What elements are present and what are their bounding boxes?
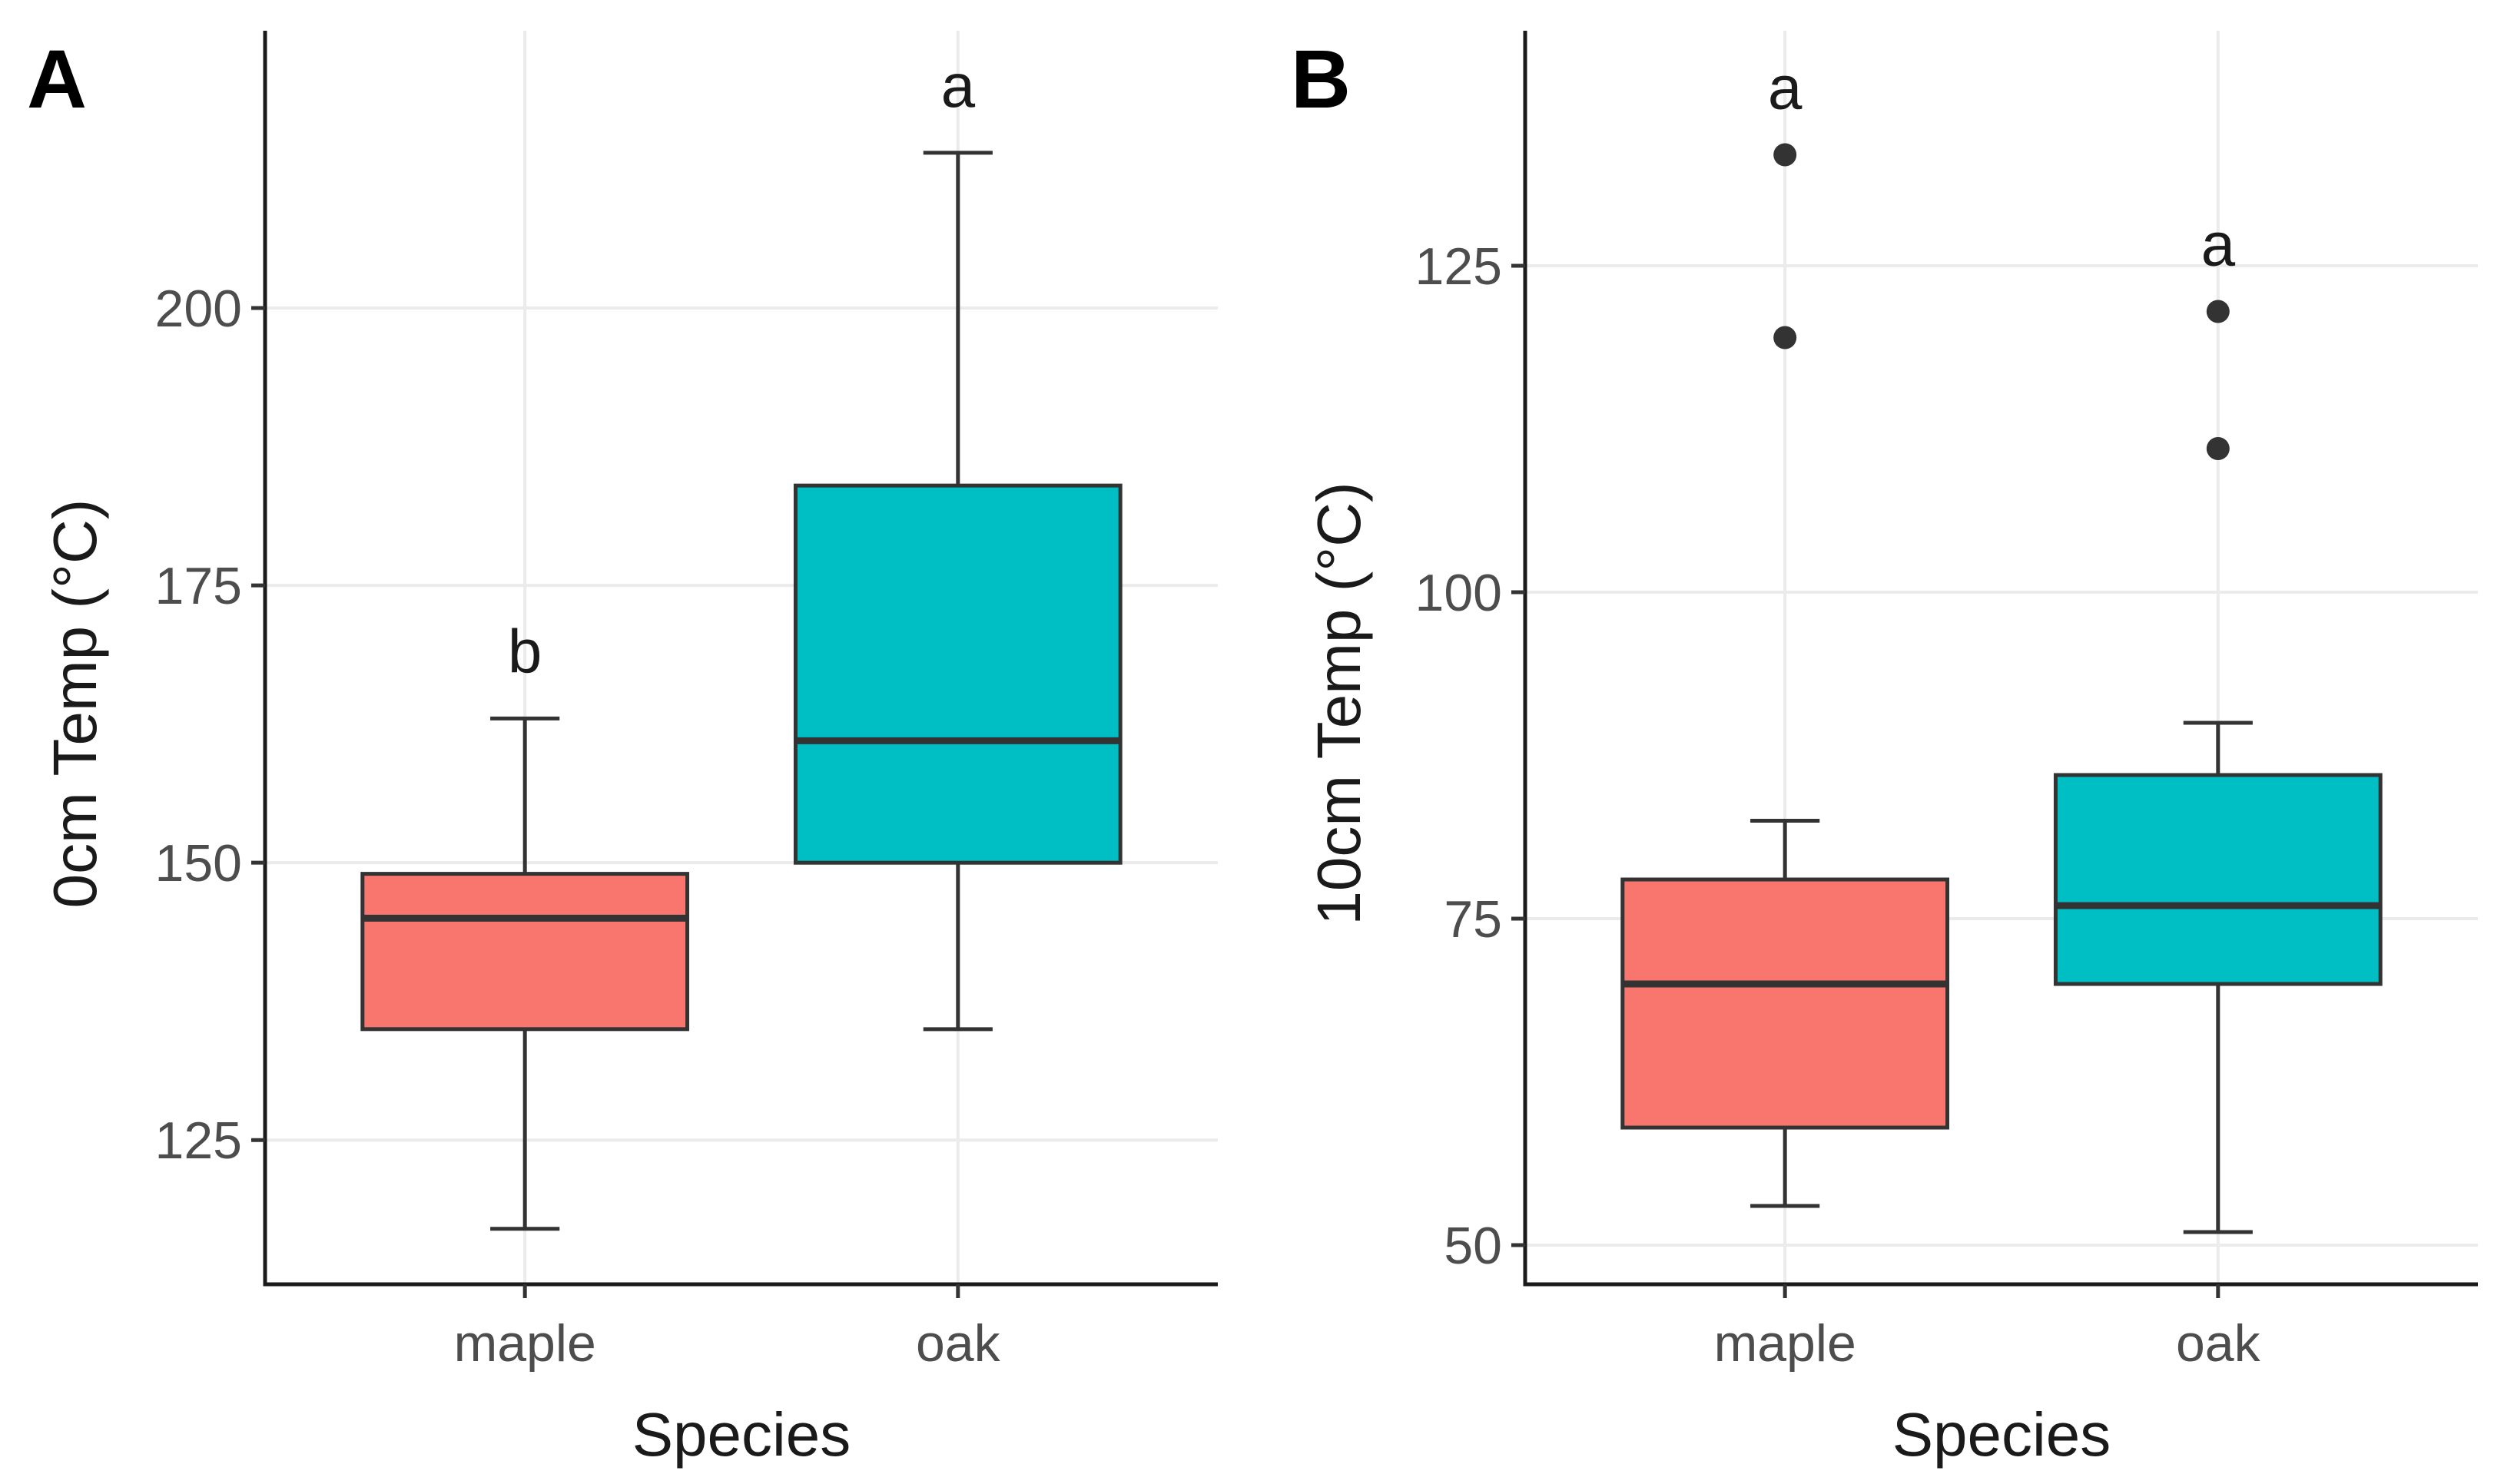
x-tick-label: oak (2176, 1314, 2261, 1373)
panel-label: A (27, 32, 87, 125)
box-iqr (2053, 773, 2383, 986)
box-iqr (1620, 877, 1950, 1130)
y-tick-label: 100 (1415, 564, 1502, 622)
y-tick-label: 50 (1444, 1217, 1502, 1275)
y-axis-title: 0cm Temp (°C) (41, 499, 109, 909)
box-maple: b (360, 617, 690, 1231)
panel-label: B (1291, 32, 1351, 125)
y-tick-label: 75 (1444, 890, 1502, 949)
x-tick-label: oak (916, 1314, 1001, 1373)
box-maple: a (1620, 54, 1950, 1208)
box-oak: a (2053, 210, 2383, 1234)
box-iqr (360, 872, 690, 1032)
outlier-point (2206, 300, 2230, 323)
x-axis-title: Species (1892, 1400, 2111, 1469)
box-iqr (793, 483, 1123, 865)
significance-letter: a (2201, 210, 2236, 279)
x-axis-title: Species (632, 1400, 851, 1469)
significance-letter: a (941, 51, 976, 120)
axis-lines (263, 31, 1218, 1287)
y-tick-label: 125 (1415, 237, 1502, 296)
outlier-point (1773, 326, 1797, 349)
y-tick-label: 200 (155, 280, 242, 338)
outlier-point (1773, 143, 1797, 167)
x-tick-label: maple (1714, 1314, 1856, 1373)
axis-lines (1523, 31, 2478, 1287)
y-axis-title: 10cm Temp (°C) (1305, 482, 1373, 925)
panel-b: a a 50 75 100 125 maple oak Species 10cm Temp (°C… (1291, 31, 2478, 1469)
x-tick-label: maple (454, 1314, 596, 1373)
y-tick-label: 125 (155, 1111, 242, 1170)
significance-letter: b (508, 617, 542, 685)
outlier-point (2206, 437, 2230, 460)
significance-letter: a (1768, 54, 1803, 122)
panel-a: b a 125 150 175 200 maple oak Species 0cm Temp (°… (27, 31, 1218, 1469)
y-tick-label: 150 (155, 834, 242, 893)
y-tick-label: 175 (155, 557, 242, 615)
box-oak: a (793, 51, 1123, 1032)
